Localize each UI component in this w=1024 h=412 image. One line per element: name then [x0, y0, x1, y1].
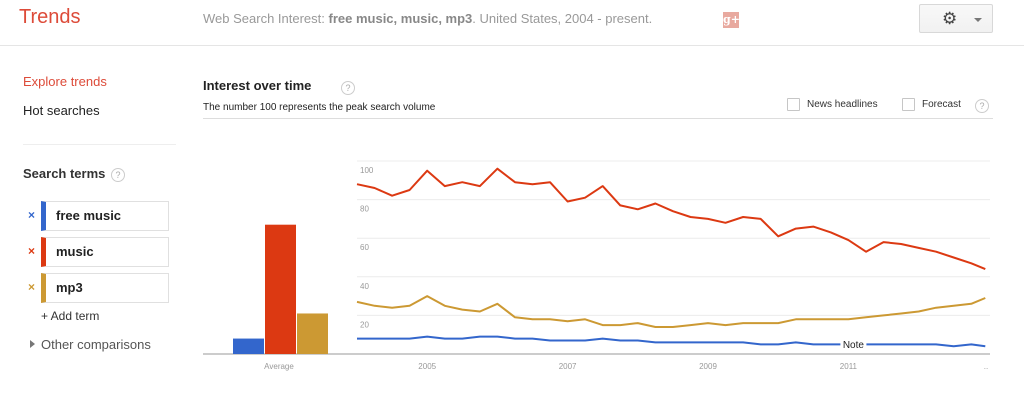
y-tick-label: 100: [360, 166, 374, 175]
remove-term-icon[interactable]: ×: [28, 208, 36, 222]
average-bar[interactable]: [233, 338, 264, 354]
gear-icon: ⚙: [942, 9, 958, 28]
line-chart: [356, 167, 986, 348]
nav-explore-trends[interactable]: Explore trends: [23, 74, 107, 89]
average-bar-chart: [233, 224, 328, 354]
forecast-label: Forecast: [922, 99, 961, 110]
y-tick-label: 60: [360, 243, 369, 252]
section-title: Interest over time: [203, 78, 312, 93]
help-icon[interactable]: ?: [111, 168, 125, 182]
search-term-mp3: × mp3: [23, 273, 169, 303]
x-tick-label: 2009: [699, 362, 717, 371]
news-headlines-label: News headlines: [807, 99, 878, 110]
remove-term-icon[interactable]: ×: [28, 244, 36, 258]
settings-button[interactable]: ⚙: [919, 4, 993, 33]
term-input[interactable]: free music: [41, 201, 169, 231]
series-line[interactable]: [356, 295, 986, 328]
average-bar[interactable]: [265, 224, 296, 354]
section-subtitle: The number 100 represents the peak searc…: [203, 102, 436, 113]
series-line[interactable]: [356, 167, 986, 271]
help-icon[interactable]: ?: [975, 99, 989, 113]
top-bar: Trends Web Search Interest: free music, …: [0, 0, 1024, 46]
news-headlines-checkbox[interactable]: [787, 98, 800, 111]
term-label: mp3: [56, 280, 83, 295]
sidebar-divider: [23, 144, 176, 145]
term-label: music: [56, 244, 94, 259]
x-tick-label: 2007: [559, 362, 577, 371]
other-comparisons-label: Other comparisons: [41, 337, 151, 352]
note-annotation-bg: [840, 339, 867, 350]
summary-terms: free music, music, mp3: [328, 11, 473, 26]
y-tick-label: 80: [360, 205, 369, 214]
add-term-button[interactable]: + Add term: [41, 309, 100, 323]
term-input[interactable]: mp3: [41, 273, 169, 303]
term-label: free music: [56, 208, 122, 223]
x-tick-label: 2005: [418, 362, 436, 371]
y-tick-label: 40: [360, 282, 369, 291]
search-term-free-music: × free music: [23, 201, 169, 231]
trends-logo[interactable]: Trends: [19, 6, 81, 28]
summary-suffix: . United States, 2004 - present.: [472, 11, 653, 26]
forecast-checkbox[interactable]: [902, 98, 915, 111]
average-bar[interactable]: [297, 313, 328, 354]
summary-prefix: Web Search Interest:: [203, 11, 329, 26]
x-tick-label: Average: [264, 362, 294, 371]
google-plus-icon[interactable]: g+: [723, 12, 740, 28]
search-summary: Web Search Interest: free music, music, …: [203, 11, 652, 26]
help-icon[interactable]: ?: [341, 81, 355, 95]
search-terms-label: Search terms: [23, 166, 106, 181]
y-tick-label: 20: [360, 320, 369, 329]
term-input[interactable]: music: [41, 237, 169, 267]
axis-labels: 20 40 60 80 100 Average 2005 2007 2009 2011 .. Note: [264, 166, 988, 371]
header-divider: [203, 118, 993, 119]
note-annotation[interactable]: Note: [843, 340, 865, 351]
remove-term-icon[interactable]: ×: [28, 280, 36, 294]
chevron-down-icon: [974, 18, 982, 22]
x-tick-label: 2011: [840, 362, 858, 371]
other-comparisons-toggle[interactable]: Other comparisons: [30, 337, 151, 352]
search-term-music: × music: [23, 237, 169, 267]
expand-triangle-icon: [30, 340, 35, 348]
x-tick-label: ..: [984, 362, 988, 371]
series-line[interactable]: [357, 335, 986, 348]
nav-hot-searches[interactable]: Hot searches: [23, 103, 100, 118]
